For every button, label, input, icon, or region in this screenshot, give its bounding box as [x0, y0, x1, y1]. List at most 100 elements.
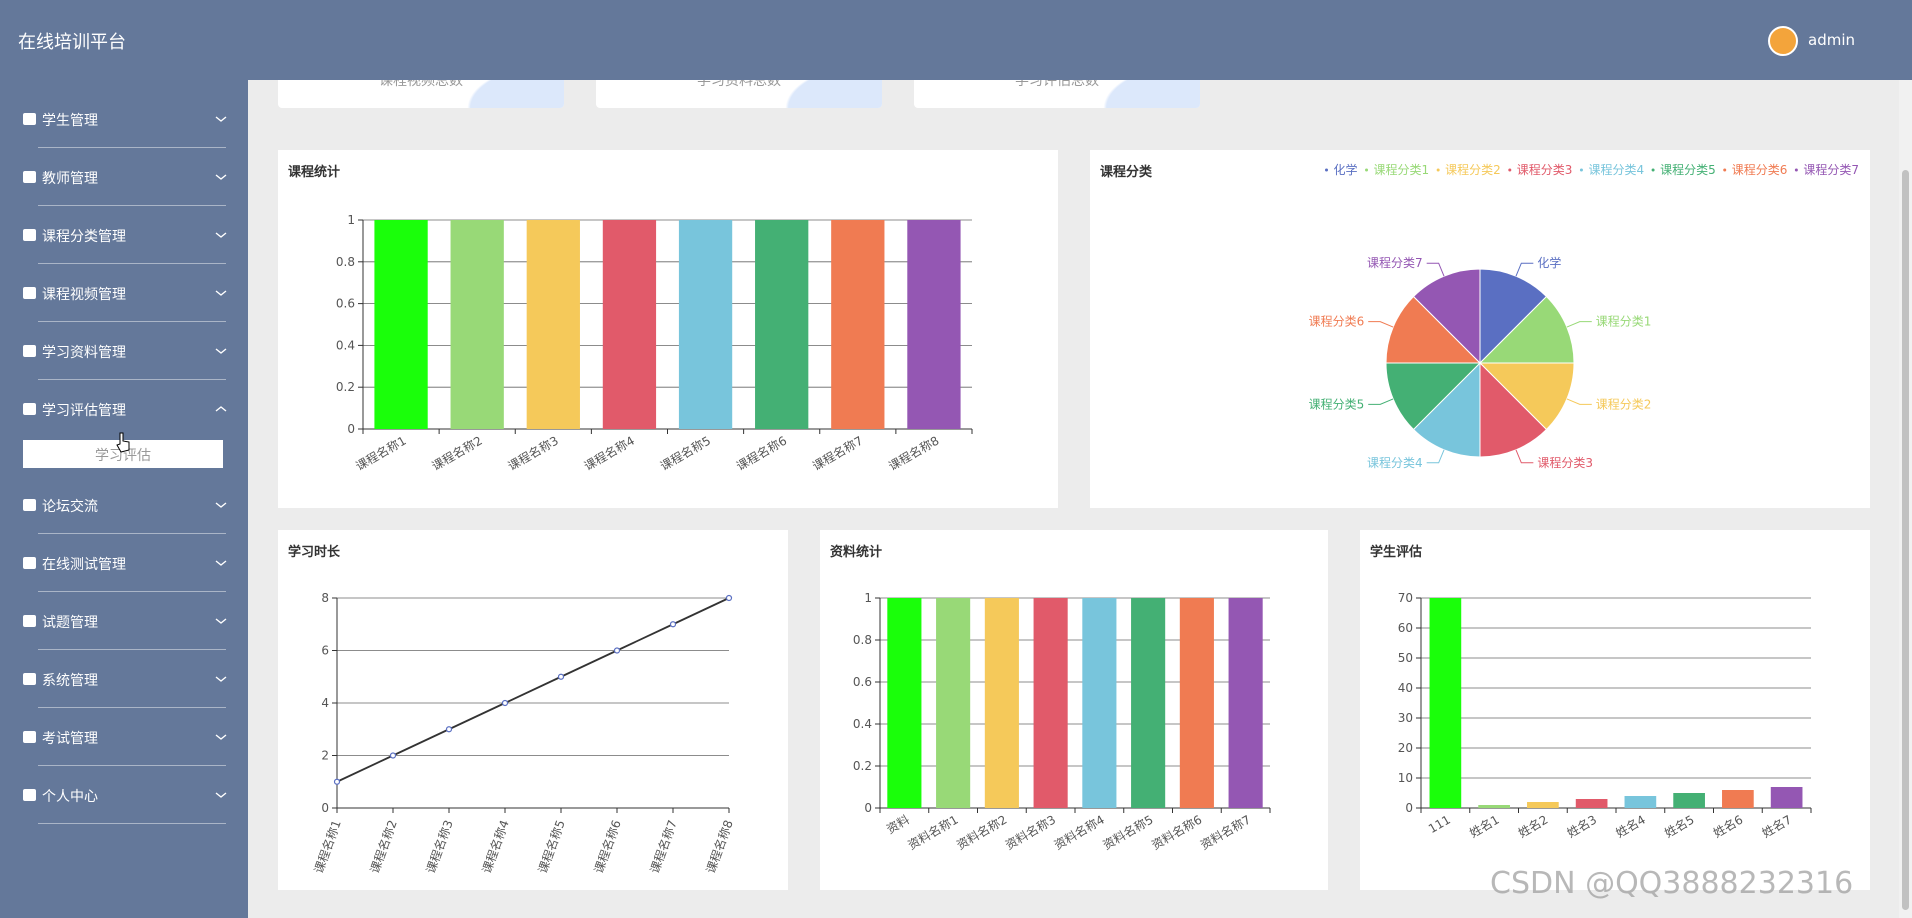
- bar: [887, 598, 922, 808]
- x-tick-label: 资料名称3: [1002, 812, 1058, 853]
- point: [669, 621, 677, 628]
- x-tick-label: 姓名2: [1515, 812, 1550, 841]
- menu-item[interactable]: 论坛交流: [0, 476, 248, 534]
- bar: [936, 598, 971, 808]
- leader-line: [1368, 398, 1394, 405]
- chevron-path: [215, 174, 227, 180]
- menu-item[interactable]: 课程分类管理: [0, 206, 248, 264]
- bar: [1624, 796, 1657, 808]
- y-tick-label: 0.2: [336, 380, 355, 394]
- bar: [755, 220, 809, 429]
- menu-item[interactable]: 试题管理: [0, 592, 248, 650]
- menu-label: 课程视频管理: [42, 287, 126, 303]
- bar: [831, 220, 885, 429]
- menu-item[interactable]: 在线测试管理: [0, 534, 248, 592]
- legend-marker: [1651, 168, 1655, 172]
- x-tick-label: 课程名称2: [367, 818, 400, 875]
- y-tick-label: 8: [321, 591, 329, 605]
- x-tick-label: 课程名称6: [734, 433, 790, 474]
- slice-label: 课程分类1: [1596, 314, 1652, 329]
- menu-icon: [23, 731, 36, 743]
- y-tick-label: 60: [1398, 621, 1413, 635]
- chevron-path: [215, 502, 227, 508]
- bar: [1770, 787, 1803, 808]
- avatar[interactable]: [1768, 26, 1798, 56]
- bar: [1179, 598, 1214, 808]
- y-tick-label: 0: [864, 801, 872, 815]
- chevron: [215, 792, 227, 798]
- pie-slice: [1412, 361, 1481, 458]
- leader-line: [1515, 262, 1534, 277]
- user-name[interactable]: admin: [1808, 31, 1855, 49]
- chevron: [215, 290, 227, 296]
- x-tick-label: 资料名称2: [954, 812, 1010, 853]
- app-title: 在线培训平台: [18, 32, 126, 53]
- bar: [984, 598, 1019, 808]
- y-tick-label: 0.8: [853, 633, 872, 647]
- bar: [1722, 790, 1754, 808]
- menu-icon: [23, 673, 36, 685]
- y-tick-label: 0: [1405, 801, 1413, 815]
- leader-line: [1566, 321, 1592, 328]
- menu-item[interactable]: 考试管理: [0, 708, 248, 766]
- point: [557, 673, 565, 680]
- y-tick-label: 4: [321, 696, 329, 710]
- x-tick-label: 111: [1426, 812, 1453, 836]
- watermark: CSDN @QQ3888232316: [1490, 866, 1854, 901]
- slice-label: 课程分类2: [1596, 396, 1652, 411]
- legend-label: 课程分类7: [1803, 162, 1859, 177]
- y-tick-label: 1: [347, 213, 355, 227]
- x-tick-label: 课程名称2: [429, 433, 485, 474]
- scrollbar[interactable]: [1899, 80, 1912, 918]
- pie-slice: [1478, 295, 1575, 364]
- leader-line: [1566, 398, 1592, 405]
- menu-item[interactable]: 个人中心: [0, 766, 248, 824]
- menu-label: 教师管理: [42, 171, 98, 187]
- menu-item[interactable]: 系统管理: [0, 650, 248, 708]
- menu-icon: [23, 499, 36, 511]
- chevron: [215, 560, 227, 566]
- chevron: [215, 348, 227, 354]
- x-tick-label: 资料: [884, 812, 912, 836]
- menu-item[interactable]: 学生管理: [0, 90, 248, 148]
- chart-title: 学生评估: [1370, 544, 1422, 560]
- menu-separator: [38, 147, 226, 148]
- legend-marker: [1794, 168, 1798, 172]
- y-tick-label: 0: [321, 801, 329, 815]
- point: [333, 778, 341, 785]
- y-tick-label: 30: [1398, 711, 1413, 725]
- menu-label: 论坛交流: [42, 499, 98, 515]
- legend-marker: [1508, 168, 1512, 172]
- menu-separator: [38, 765, 226, 766]
- chevron: [215, 232, 227, 238]
- x-tick-label: 课程名称6: [591, 818, 624, 875]
- menu-item[interactable]: 教师管理: [0, 148, 248, 206]
- menu-icon: [23, 557, 36, 569]
- y-tick-label: 0.2: [853, 759, 872, 773]
- x-tick-label: 课程名称5: [535, 818, 568, 875]
- scroll-thumb[interactable]: [1902, 170, 1909, 910]
- pie-slice: [1478, 362, 1575, 431]
- bar: [907, 220, 961, 429]
- submenu-item[interactable]: 学习评估: [23, 440, 223, 468]
- x-tick-label: 课程名称1: [311, 818, 344, 875]
- chevron: [215, 406, 227, 412]
- chevron-path: [215, 290, 227, 296]
- y-tick-label: 70: [1398, 591, 1413, 605]
- point: [501, 699, 509, 707]
- menu-item[interactable]: 学习资料管理: [0, 322, 248, 380]
- chart-panel: 资料统计 0 0.2 0.4 0.6 0.8 1 资料 资料名称1 资料名称2 资料名称3 资料名称4…: [820, 530, 1328, 890]
- bar: [1673, 793, 1705, 808]
- x-tick-label: 课程名称8: [703, 818, 736, 875]
- chevron-path: [215, 406, 227, 412]
- chart-title: 资料统计: [830, 544, 882, 560]
- x-tick-label: 课程名称8: [886, 433, 942, 474]
- slice-label: 课程分类6: [1309, 314, 1365, 329]
- menu-item[interactable]: 学习评估管理: [0, 380, 248, 438]
- x-tick-label: 姓名4: [1613, 812, 1648, 841]
- chevron-path: [215, 348, 227, 354]
- menu-item[interactable]: 课程视频管理: [0, 264, 248, 322]
- sidebar: 学生管理教师管理课程分类管理课程视频管理学习资料管理 学习评估管理 学习评估论坛交流…: [0, 80, 248, 918]
- y-tick-label: 0.6: [336, 297, 355, 311]
- bar: [1033, 598, 1068, 808]
